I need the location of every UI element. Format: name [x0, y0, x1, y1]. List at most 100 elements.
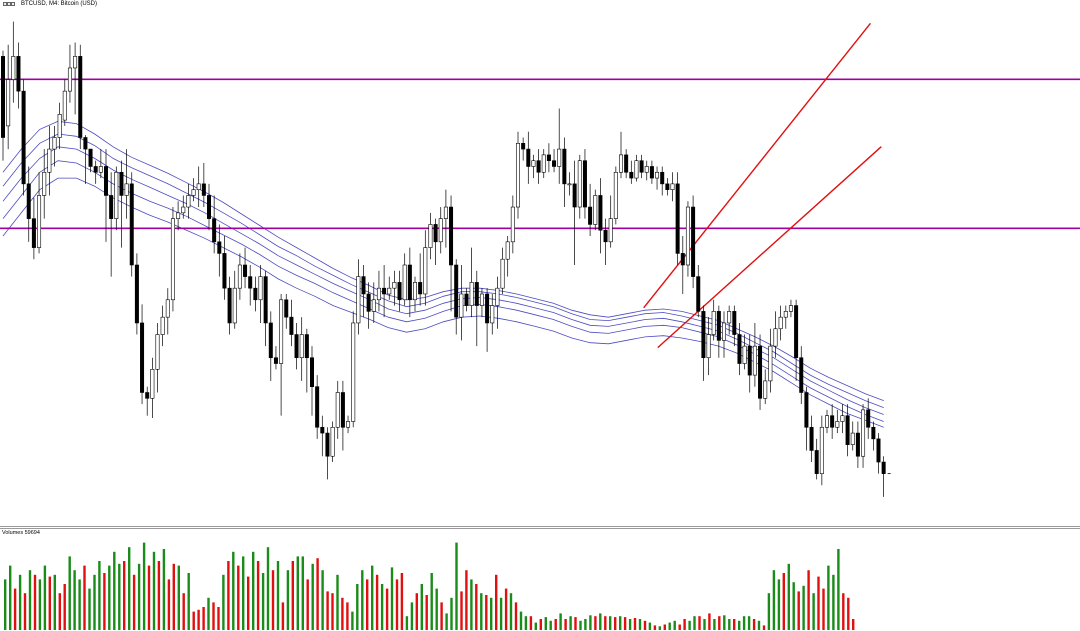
candle: [464, 288, 469, 312]
candle-body-up: [196, 183, 201, 190]
candle-body-down: [716, 311, 721, 341]
volume-bar: [336, 574, 339, 630]
candle-body-down: [747, 345, 752, 376]
volume-bar: [544, 617, 547, 630]
candle: [479, 288, 484, 318]
volume-bar: [747, 616, 751, 630]
candle: [325, 427, 330, 480]
candle-body-down: [304, 334, 309, 359]
volume-bar: [703, 619, 706, 630]
candle-body-up: [37, 195, 42, 248]
volume-bar: [787, 563, 790, 630]
volume-bar: [172, 563, 175, 630]
volume-bar: [440, 602, 443, 630]
candle-body-down: [129, 183, 134, 266]
candle: [222, 236, 227, 300]
volume-bar: [733, 619, 736, 630]
candle: [201, 163, 206, 208]
candle: [845, 404, 850, 457]
candle-body-down: [454, 264, 459, 318]
candle: [263, 270, 268, 347]
volume-panel[interactable]: Volumes 59694: [0, 529, 1080, 631]
volume-bar: [832, 574, 835, 630]
candle: [279, 293, 284, 416]
candle-body-up: [387, 287, 392, 295]
candle: [618, 131, 623, 179]
volume-title: Volumes 59694: [2, 530, 40, 536]
candle-body-up: [181, 206, 186, 214]
volume-bar: [78, 579, 81, 630]
price-chart-panel[interactable]: BTCUSD, M4: Bitcoin (USD): [0, 0, 1080, 527]
candle-body-up: [62, 90, 67, 121]
candle-body-down: [263, 276, 268, 324]
candle: [871, 421, 876, 451]
volume-bar: [723, 615, 726, 630]
candle-body-up: [500, 258, 505, 289]
candle-body-up: [47, 148, 52, 173]
candle: [0, 50, 6, 161]
trend-channel-lower-line: [657, 146, 882, 349]
candle: [309, 346, 314, 416]
candle-body-up: [557, 148, 562, 167]
candle-body-up: [824, 415, 829, 428]
volume-bar: [142, 542, 146, 630]
candle: [258, 265, 263, 323]
volume-bar: [167, 579, 171, 630]
volume-chart-svg[interactable]: [0, 529, 1080, 631]
volume-bar: [480, 593, 483, 630]
candle: [582, 149, 587, 219]
candle-body-up: [57, 114, 62, 138]
volume-bar: [311, 563, 314, 630]
trend-channel-upper-line: [643, 22, 872, 309]
candle: [758, 334, 763, 410]
candle: [691, 195, 696, 289]
candle: [217, 224, 222, 277]
panel-divider[interactable]: [0, 526, 1080, 529]
candle: [88, 148, 93, 173]
candle-body-down: [31, 218, 36, 248]
candle: [129, 172, 134, 277]
volume-bar: [643, 620, 647, 630]
candle: [598, 178, 603, 254]
volume-bar: [430, 573, 433, 630]
candle: [109, 172, 114, 277]
volume-bar: [569, 616, 572, 630]
candle: [176, 201, 181, 231]
volume-bar: [648, 622, 652, 630]
candle-body-down: [268, 322, 273, 359]
candle: [629, 160, 634, 184]
volume-bar: [356, 584, 359, 630]
candle: [716, 305, 721, 358]
candle: [727, 305, 732, 335]
candle-body-up: [593, 195, 598, 225]
candle-body-up: [721, 322, 726, 341]
candle: [809, 415, 814, 463]
candle-body-up: [356, 276, 361, 324]
candle: [459, 265, 464, 341]
volume-bar: [792, 582, 795, 630]
candle-body-down: [366, 293, 371, 312]
volume-bar: [559, 613, 562, 630]
candle: [315, 375, 320, 439]
volume-bar: [281, 602, 285, 630]
volume-bar: [653, 625, 657, 630]
moving-average-line-2: [2, 160, 884, 422]
volume-bar: [227, 561, 230, 630]
candle-body-down: [248, 276, 253, 289]
candle: [412, 276, 417, 312]
candle: [474, 270, 479, 347]
candle-body-up: [505, 241, 510, 260]
volume-bar: [187, 573, 190, 630]
candle: [73, 42, 78, 115]
candle-body-down: [109, 195, 114, 219]
candle-body-down: [794, 305, 799, 359]
candle: [655, 166, 660, 190]
volume-bar: [405, 616, 409, 630]
candle-body-down: [876, 438, 881, 463]
candle-body-down: [273, 357, 278, 364]
candle-body-down: [449, 206, 454, 266]
candle-body-down: [588, 206, 593, 225]
candle-body-down: [222, 253, 227, 289]
candle: [273, 346, 278, 370]
price-chart-svg[interactable]: [0, 0, 1080, 527]
